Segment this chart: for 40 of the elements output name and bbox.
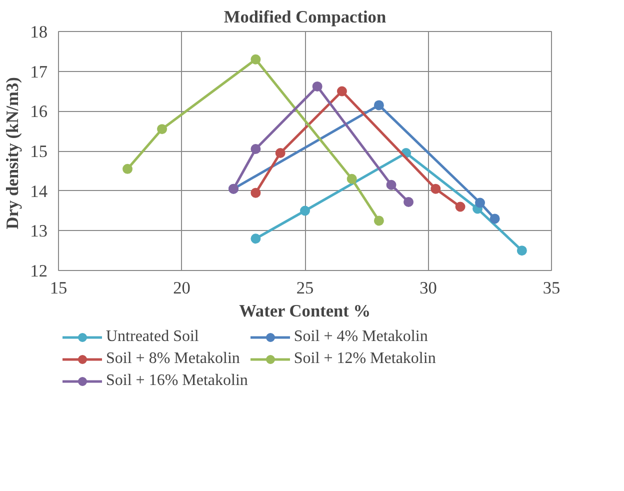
legend-label: Soil + 12% Metakolin — [294, 350, 436, 368]
point — [122, 164, 133, 174]
y-tick-label: 15 — [30, 142, 48, 161]
x-tick-label: 20 — [173, 278, 190, 298]
point — [455, 202, 466, 212]
point — [300, 206, 310, 216]
point — [250, 234, 261, 244]
y-axis-title: Dry density (kN/m3) — [3, 76, 22, 230]
y-tick-label: 17 — [30, 62, 48, 82]
legend-label: Untreated Soil — [106, 328, 199, 346]
y-tick-label: 18 — [30, 22, 48, 42]
point — [430, 184, 441, 194]
chart-title: Modified Compaction — [224, 8, 386, 26]
legend-label: Soil + 16% Metakolin — [106, 372, 248, 390]
point — [312, 81, 322, 92]
legend-label: Soil + 4% Metakolin — [294, 328, 428, 346]
point — [475, 198, 486, 208]
point — [346, 174, 357, 184]
point — [157, 124, 168, 134]
point — [250, 144, 261, 154]
point — [490, 214, 500, 224]
x-axis-title: Water Content % — [239, 302, 371, 320]
point — [250, 54, 261, 64]
point — [516, 246, 527, 256]
y-tick-label: 14 — [30, 182, 48, 201]
point — [404, 196, 414, 207]
point — [374, 216, 384, 226]
point — [386, 180, 396, 190]
x-tick-label: 35 — [542, 278, 560, 298]
point — [250, 188, 261, 198]
point — [336, 86, 347, 96]
x-tick-label: 30 — [420, 278, 437, 298]
y-tick-label: 16 — [30, 102, 48, 122]
y-tick-label: 13 — [30, 222, 48, 241]
legend-label: Soil + 8% Metakolin — [106, 350, 240, 368]
x-tick-label: 25 — [296, 278, 314, 298]
y-tick-label: 12 — [30, 262, 48, 280]
x-tick-label: 15 — [50, 278, 68, 298]
point — [374, 100, 384, 110]
point — [275, 148, 286, 158]
